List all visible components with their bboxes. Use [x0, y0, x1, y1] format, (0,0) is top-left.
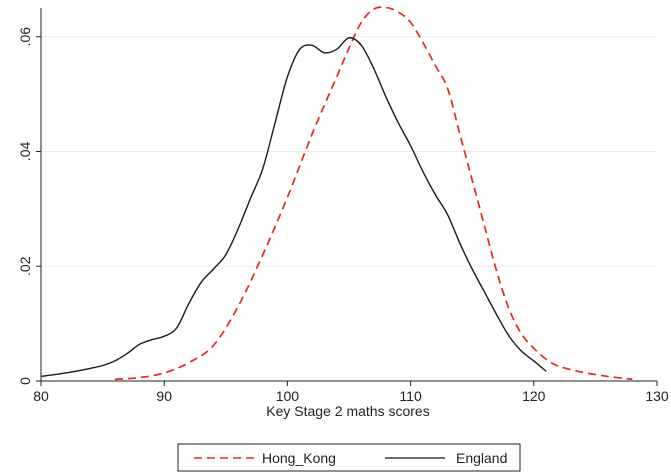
- legend-label-hong-kong: Hong_Kong: [262, 450, 336, 466]
- x-tick-label-5: 130: [645, 388, 669, 404]
- y-axis-ticks: 0 .02 .04 .06: [17, 27, 41, 385]
- series-line-england: [40, 37, 547, 378]
- y-tick-label-2: .04: [17, 142, 33, 162]
- x-tick-label-1: 90: [156, 388, 172, 404]
- series-line-hong-kong: [114, 6, 633, 381]
- series-lines: [40, 6, 633, 381]
- x-tick-label-3: 110: [399, 388, 422, 404]
- y-tick-label-3: .06: [17, 27, 33, 47]
- legend: Hong_Kong England: [177, 443, 521, 472]
- x-tick-label-4: 120: [522, 388, 546, 404]
- legend-label-england: England: [456, 450, 507, 466]
- x-tick-label-2: 100: [276, 388, 300, 404]
- x-axis-title: Key Stage 2 maths scores: [266, 403, 429, 419]
- y-tick-label-1: .02: [17, 256, 33, 276]
- x-tick-label-0: 80: [33, 388, 49, 404]
- gridlines: [41, 36, 657, 267]
- y-tick-label-0: 0: [17, 377, 33, 385]
- x-axis-ticks: 80 90 100 110 120 130: [33, 381, 669, 404]
